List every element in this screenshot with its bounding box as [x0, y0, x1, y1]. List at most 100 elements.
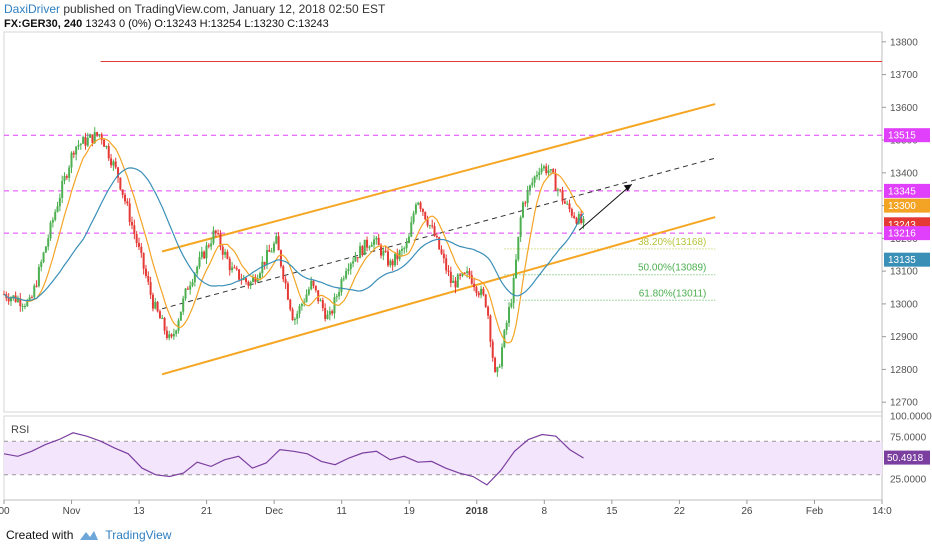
candle-body	[110, 158, 113, 166]
tradingview-brand[interactable]: TradingView	[105, 528, 172, 542]
candle-body	[521, 202, 524, 218]
candle-body	[580, 214, 583, 223]
candle-body	[235, 267, 238, 270]
candle-body	[410, 222, 413, 237]
candle-body	[447, 270, 450, 272]
candle-body	[65, 176, 68, 178]
price-pane	[3, 31, 883, 413]
candle-body	[405, 243, 408, 249]
candle-body	[89, 134, 92, 138]
candle-body	[363, 239, 366, 256]
candle-body	[328, 311, 331, 315]
candle-body	[100, 134, 103, 140]
candle-body	[254, 277, 257, 282]
candle-body	[342, 278, 345, 280]
candle-body	[382, 250, 385, 256]
author-link[interactable]: DaxiDriver	[4, 2, 61, 16]
legend-rsi[interactable]: RSI	[11, 424, 30, 436]
price-chart[interactable]: 1270012800129001300013100132001330013400…	[0, 0, 932, 520]
candle-body	[193, 273, 196, 283]
candle-body	[44, 246, 47, 253]
candle-body	[224, 251, 227, 255]
candle-body	[54, 211, 57, 220]
candle-body	[335, 296, 338, 298]
candle-body	[466, 271, 469, 274]
candle-body	[228, 258, 231, 271]
candle-body	[114, 161, 117, 168]
candle-body	[570, 209, 573, 216]
candle-body	[345, 270, 348, 279]
candle-body	[414, 204, 417, 214]
candle-body	[263, 261, 266, 265]
candle-body	[77, 145, 80, 147]
candle-body	[98, 134, 101, 136]
price-label: 13345	[888, 186, 916, 197]
candle-body	[175, 330, 178, 334]
candle-body	[147, 275, 150, 283]
candle-body	[186, 288, 189, 290]
candle-body	[475, 287, 478, 293]
candle-body	[107, 146, 110, 159]
candle-body	[16, 298, 19, 302]
candle-body	[154, 301, 157, 309]
candle-body	[417, 202, 420, 205]
candle-body	[307, 289, 310, 295]
x-tick-label: 11	[336, 506, 347, 517]
candle-body	[198, 257, 201, 267]
candle-body	[333, 297, 336, 314]
candle-body	[191, 282, 194, 286]
projection-arrow	[578, 183, 633, 231]
candle-body	[319, 300, 322, 302]
channel-lower-line	[161, 216, 716, 376]
candle-body	[96, 132, 99, 136]
rsi-tick-label: 75.0000	[890, 433, 927, 444]
candle-body	[42, 252, 45, 262]
rsi-current-box	[884, 450, 930, 465]
symbol-label: FX:GER30, 240	[4, 18, 83, 30]
candle-body	[63, 176, 66, 182]
candle-body	[354, 256, 357, 262]
candle-body	[456, 274, 459, 288]
candle-body	[7, 298, 10, 302]
ma-fast-line	[3, 137, 584, 344]
x-tick-label: Nov	[63, 506, 81, 517]
price-label: 13135	[888, 255, 916, 266]
candle-body	[249, 281, 252, 286]
candle-body	[428, 225, 431, 227]
candle-body	[151, 294, 154, 309]
fib-label: 50.00%(13089)	[638, 263, 706, 274]
candle-body	[268, 250, 271, 252]
candle-body	[238, 269, 241, 280]
candle-body	[528, 185, 531, 191]
candle-body	[487, 306, 490, 316]
candle-body	[72, 152, 75, 155]
candle-body	[33, 285, 36, 298]
candle-body	[461, 272, 464, 276]
candle-body	[396, 253, 399, 260]
x-tick-label: 19	[404, 506, 416, 517]
candle-body	[170, 334, 173, 337]
candle-body	[184, 288, 187, 299]
candle-body	[182, 298, 185, 312]
candle-body	[380, 245, 383, 256]
candle-body	[56, 206, 59, 212]
candle-body	[508, 306, 511, 323]
candle-body	[412, 213, 415, 223]
candle-body	[19, 298, 22, 307]
candle-body	[494, 357, 497, 372]
candle-body	[463, 272, 466, 274]
candle-body	[438, 237, 441, 250]
candle-body	[9, 297, 12, 302]
candle-body	[559, 189, 562, 191]
candle-body	[386, 251, 389, 266]
candle-body	[421, 208, 424, 212]
channel-upper-line	[161, 103, 716, 253]
candle-body	[79, 143, 82, 146]
candle-body	[459, 274, 462, 276]
rsi-band	[4, 441, 882, 475]
created-with-label: Created with	[6, 528, 74, 542]
price-label-box	[884, 183, 930, 198]
y-tick-label: 13000	[890, 299, 918, 310]
candle-body	[247, 281, 250, 286]
candle-body	[49, 222, 52, 239]
